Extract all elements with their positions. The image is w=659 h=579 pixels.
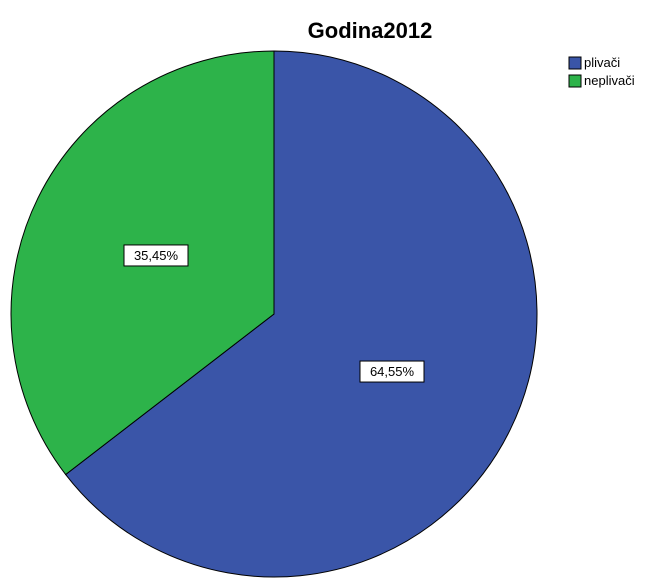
legend-swatch	[568, 56, 582, 70]
legend-swatch	[568, 74, 582, 88]
chart-title: Godina2012	[308, 18, 433, 43]
data-label: 64,55%	[359, 360, 425, 383]
legend-label: neplivači	[584, 73, 635, 88]
data-labels-layer: 64,55% 35,45%	[123, 244, 425, 383]
data-label-box	[359, 360, 425, 383]
data-label-text: 64,55%	[370, 364, 415, 379]
legend-item: plivači	[568, 55, 620, 70]
data-label-box	[123, 244, 189, 267]
slices-layer	[10, 50, 538, 578]
data-label-text: 35,45%	[134, 248, 179, 263]
data-label: 35,45%	[123, 244, 189, 267]
pie-slice-plivaci	[64, 50, 538, 578]
legend-label: plivači	[584, 55, 620, 70]
legend: plivači neplivači	[568, 55, 635, 88]
legend-item: neplivači	[568, 73, 635, 88]
